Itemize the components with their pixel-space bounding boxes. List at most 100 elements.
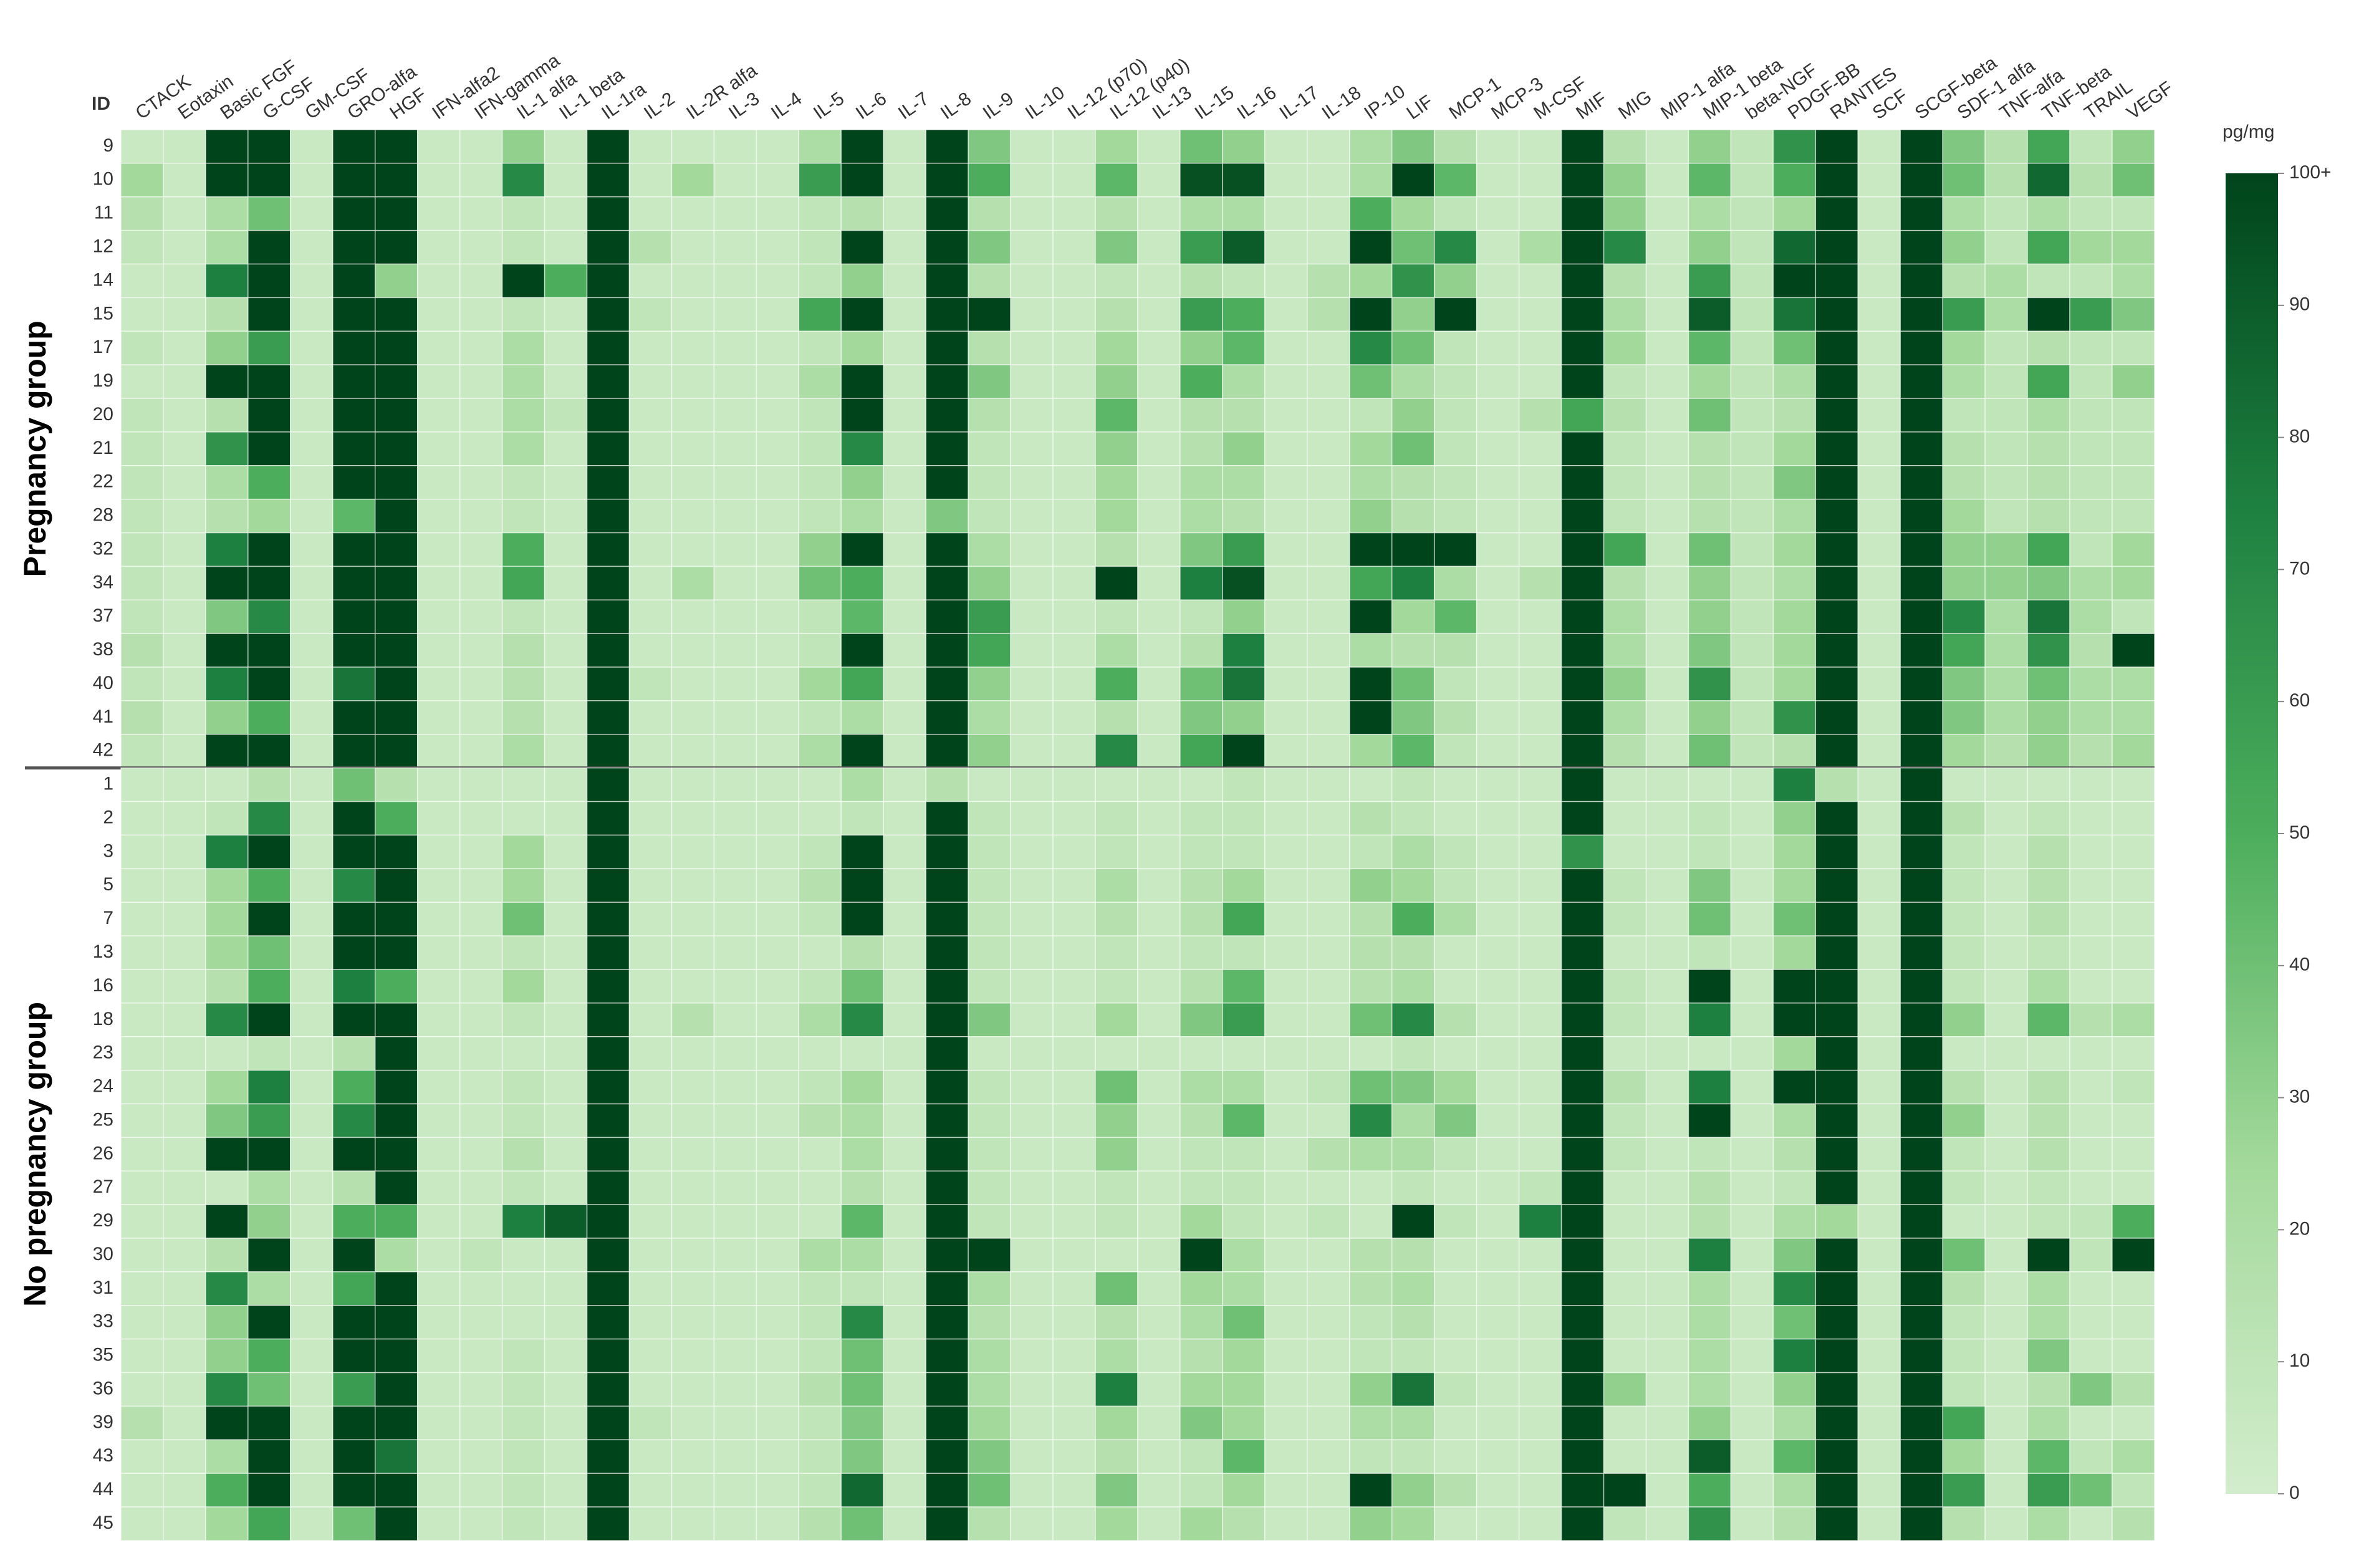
cell (1603, 297, 1647, 332)
row-label: 2 (103, 807, 113, 827)
cell (1942, 330, 1986, 365)
cell (332, 1204, 376, 1239)
cell (883, 330, 926, 365)
cell (1010, 666, 1054, 701)
cell (2112, 297, 2155, 332)
cell (1222, 229, 1266, 265)
cell (1264, 1204, 1308, 1239)
cell (544, 734, 588, 769)
row-label: 14 (93, 269, 113, 290)
cell (501, 1473, 545, 1508)
cell (1730, 935, 1774, 970)
cell (205, 196, 249, 231)
cell (1222, 297, 1266, 332)
cell (798, 834, 842, 870)
cell (375, 834, 418, 870)
cell (459, 565, 503, 601)
cell (1815, 801, 1859, 836)
cell (2027, 1338, 2070, 1373)
cell (120, 196, 164, 231)
cell (840, 364, 884, 399)
cell (713, 196, 757, 231)
cell (1137, 599, 1181, 634)
cell (1307, 1405, 1350, 1441)
cell (1095, 465, 1138, 500)
cell (2027, 364, 2070, 399)
cell (1137, 734, 1181, 769)
cell (1772, 1439, 1817, 1474)
cell (1900, 229, 1943, 265)
cell (332, 297, 376, 332)
cell (1815, 868, 1859, 903)
cell (1857, 532, 1901, 567)
cell (671, 196, 715, 231)
cell (1772, 734, 1817, 769)
cell (205, 902, 249, 936)
cell (1349, 1103, 1393, 1138)
column-label: IL-17 (1276, 82, 1322, 123)
cell (1518, 532, 1562, 567)
cell (1180, 1405, 1223, 1441)
cell (1307, 1439, 1350, 1474)
cell (628, 969, 673, 1004)
cell (1688, 868, 1732, 903)
cell (713, 1305, 757, 1340)
cell (713, 1204, 757, 1239)
cell (798, 263, 842, 299)
cell (501, 263, 545, 299)
cell (1264, 935, 1308, 970)
cell (586, 1271, 630, 1306)
cell (163, 532, 206, 567)
cell (1349, 1069, 1393, 1105)
cell (501, 1003, 545, 1037)
cell (1476, 1372, 1520, 1407)
cell (1391, 969, 1435, 1004)
cell (1433, 532, 1478, 567)
column-label: IL-10 (1022, 82, 1069, 123)
cell (1815, 1305, 1859, 1340)
cell (1560, 599, 1605, 634)
cell (1180, 196, 1223, 231)
cell (925, 1338, 969, 1373)
cell (1772, 431, 1817, 466)
cell (628, 364, 673, 399)
cell (1349, 1439, 1393, 1474)
cell (883, 129, 926, 164)
cell (205, 666, 249, 701)
cell (1307, 1338, 1350, 1373)
colorbar-tick-label: 10 (2289, 1350, 2310, 1371)
cell (671, 868, 715, 903)
cell (840, 431, 884, 466)
cell (459, 801, 503, 836)
cell (501, 599, 545, 634)
cell (544, 1338, 588, 1373)
cell (1857, 229, 1901, 265)
cell (1815, 1170, 1859, 1205)
cell (1942, 902, 1986, 936)
cell (1900, 633, 1943, 668)
cell (1730, 1439, 1774, 1474)
cell (628, 935, 673, 970)
cell (375, 1506, 418, 1541)
cell (1391, 263, 1435, 299)
cell (2069, 902, 2113, 936)
cell (2112, 1170, 2155, 1205)
cell (925, 1003, 969, 1037)
cell (1391, 330, 1435, 365)
cell (1476, 532, 1520, 567)
cell (290, 1137, 334, 1172)
cell (1264, 129, 1308, 164)
cell (332, 1372, 376, 1407)
cell (1772, 902, 1817, 936)
cell (1942, 565, 1986, 601)
cell (671, 163, 715, 198)
cell (968, 801, 1011, 836)
cell (459, 1103, 503, 1138)
cell (1476, 834, 1520, 870)
cell (1391, 1204, 1435, 1239)
cell (1010, 801, 1054, 836)
cell (1052, 1473, 1096, 1508)
cell (1222, 834, 1266, 870)
cell (1180, 1506, 1223, 1541)
cell (544, 1372, 588, 1407)
